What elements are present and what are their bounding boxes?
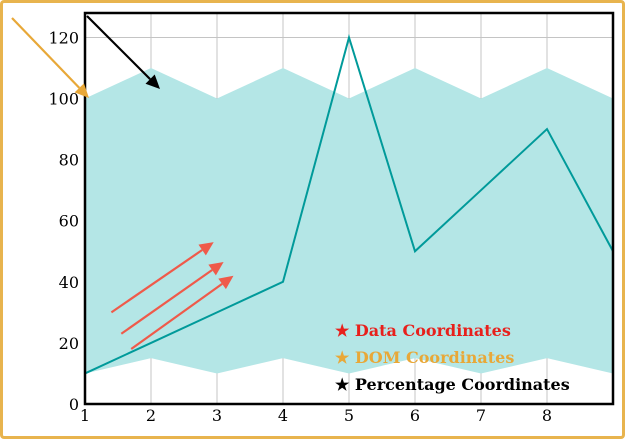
data-coordinates-arrow [120,261,224,335]
data-coordinates-arrow-head [208,261,224,276]
legend-label: Percentage Coordinates [355,375,570,394]
data-coordinates-arrow-shaft [110,249,203,314]
annotation-arrows [11,15,234,350]
y-tick-label: 80 [59,151,79,170]
star-icon: ★ [335,348,355,367]
x-tick-label: 4 [278,406,288,425]
x-tick-label: 6 [410,406,420,425]
dom-coordinates-arrow-shaft [11,17,81,89]
y-tick-label: 120 [48,28,79,47]
x-tick-label: 5 [344,406,354,425]
x-tick-label: 1 [80,406,90,425]
y-tick-label: 60 [59,212,79,231]
series-line [84,33,614,375]
percentage-coordinates-arrow [86,15,160,89]
data-coordinates-arrow-head [198,242,214,256]
data-coordinates-arrow [130,275,234,350]
legend-item: ★ Percentage Coordinates [335,375,570,394]
star-icon: ★ [335,321,355,340]
percentage-coordinates-arrow-head [145,74,160,89]
dom-coordinates-arrow [11,17,89,98]
y-tick-label: 40 [59,273,79,292]
x-tick-label: 2 [146,406,156,425]
plot-border [83,11,615,406]
y-tick-label: 20 [59,334,79,353]
y-tick-label: 100 [48,90,79,109]
legend: ★ Data Coordinates★ DOM Coordinates★ Per… [335,321,570,394]
range-band [85,67,613,374]
legend-label: Data Coordinates [355,321,511,340]
data-coordinates-arrow-shaft [130,282,223,350]
dom-coordinates-arrow-head [74,83,89,98]
data-coordinates-arrow-shaft [120,269,213,335]
star-icon: ★ [335,375,355,394]
data-coordinates-arrow-head [218,275,234,290]
legend-item: ★ Data Coordinates [335,321,511,340]
data-coordinates-arrow [110,242,214,314]
legend-label: DOM Coordinates [355,348,514,367]
legend-item: ★ DOM Coordinates [335,348,514,367]
percentage-coordinates-arrow-shaft [86,15,151,80]
x-tick-label: 3 [212,406,222,425]
x-tick-label: 7 [476,406,486,425]
x-tick-label: 8 [542,406,552,425]
y-tick-label: 0 [69,395,79,414]
